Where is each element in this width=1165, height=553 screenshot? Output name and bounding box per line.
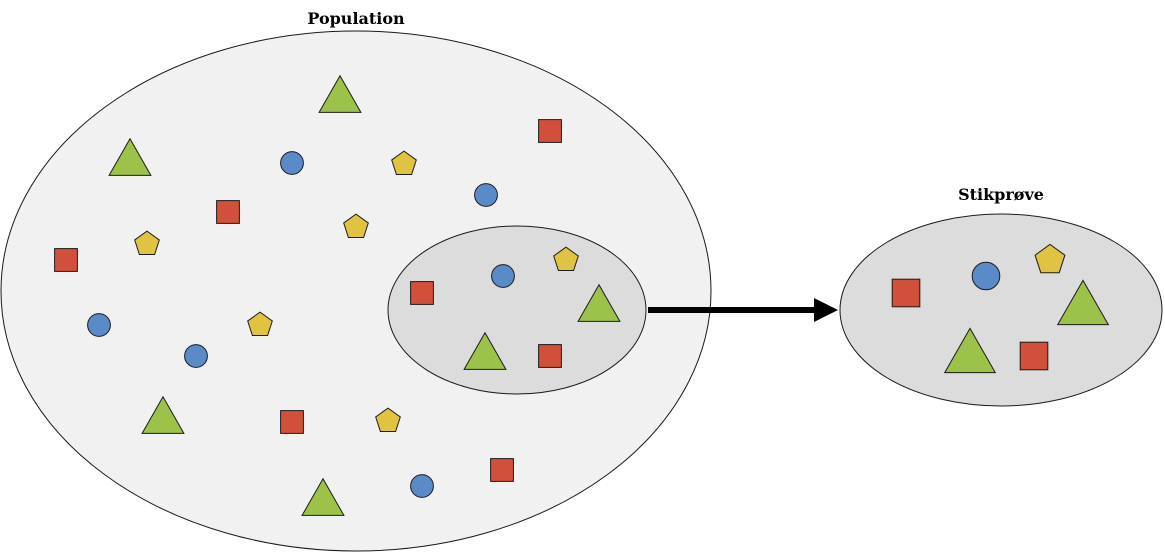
pentagon-icon <box>1034 243 1066 274</box>
square-icon <box>410 281 434 305</box>
circle-icon <box>184 344 208 368</box>
sample-ellipse <box>839 213 1163 407</box>
circle-icon <box>474 183 498 207</box>
pentagon-icon <box>343 213 369 238</box>
arrow-head-icon <box>814 298 838 322</box>
selected-subset-ellipse <box>387 225 647 395</box>
circle-icon <box>87 313 111 337</box>
triangle-icon <box>301 477 345 516</box>
triangle-icon <box>141 395 185 434</box>
pentagon-icon <box>247 311 273 336</box>
circle-icon <box>491 264 515 288</box>
circle-icon <box>410 474 434 498</box>
square-icon <box>54 248 78 272</box>
circle-icon <box>280 151 304 175</box>
sampling-arrow <box>648 298 838 322</box>
triangle-icon <box>943 327 997 374</box>
circle-icon <box>971 261 1001 291</box>
pentagon-icon <box>391 150 417 175</box>
square-icon <box>280 410 304 434</box>
pentagon-icon <box>375 407 401 432</box>
triangle-icon <box>577 283 621 322</box>
sample-shapes <box>891 243 1110 374</box>
population-shapes <box>54 74 562 516</box>
sample-group: Stikprøve <box>839 185 1163 407</box>
population-label: Population <box>307 9 405 28</box>
square-icon <box>538 344 562 368</box>
pentagon-icon <box>134 230 160 255</box>
triangle-icon <box>108 137 152 176</box>
square-icon <box>891 278 921 308</box>
selected-subset-group <box>387 225 647 395</box>
square-icon <box>538 119 562 143</box>
square-icon <box>216 200 240 224</box>
sample-label: Stikprøve <box>958 185 1044 204</box>
triangle-icon <box>463 331 507 370</box>
population-group: Population <box>0 9 712 552</box>
square-icon <box>490 458 514 482</box>
population-ellipse <box>0 30 712 552</box>
triangle-icon <box>1056 279 1110 326</box>
square-icon <box>1019 341 1049 371</box>
pentagon-icon <box>553 246 579 271</box>
triangle-icon <box>318 74 362 113</box>
selected-subset-shapes <box>410 246 621 370</box>
